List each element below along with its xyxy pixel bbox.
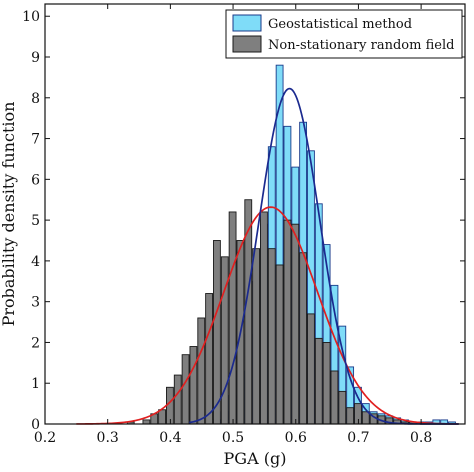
x-tick-label: 0.5 [222, 430, 244, 446]
random-field-bar [142, 419, 151, 425]
random-field-bar [267, 248, 276, 425]
random-field-bar [307, 313, 315, 425]
y-tick-label: 7 [31, 132, 40, 148]
random-field-bar [166, 386, 174, 425]
legend-label-random-field: Non-stationary random field [268, 38, 454, 53]
random-field-bar [173, 374, 182, 425]
y-tick-label: 2 [31, 335, 40, 351]
random-field-bar [205, 293, 213, 425]
legend: Geostatistical method Non-stationary ran… [225, 9, 463, 59]
random-field-bar [252, 248, 260, 425]
random-field-bar [322, 342, 331, 425]
x-tick-label: 0.3 [97, 430, 119, 446]
y-axis-ticks: 0 1 2 3 4 5 6 7 8 9 10 [22, 9, 465, 433]
y-tick-label: 10 [22, 9, 40, 25]
x-tick-label: 0.2 [34, 430, 56, 446]
y-tick-label: 4 [31, 254, 40, 270]
y-tick-label: 3 [31, 295, 40, 311]
y-tick-label: 1 [31, 376, 40, 392]
random-field-bar [361, 411, 370, 425]
random-field-bar [346, 407, 355, 425]
x-tick-label: 0.6 [285, 430, 307, 446]
random-field-bar [260, 211, 268, 425]
y-tick-label: 9 [31, 50, 40, 66]
y-tick-label: 8 [31, 91, 40, 107]
y-tick-label: 5 [31, 213, 40, 229]
random-field-bar [228, 211, 237, 425]
x-tick-label: 0.4 [159, 430, 181, 446]
legend-swatch-random-field [232, 35, 262, 53]
random-field-bar [338, 390, 347, 425]
x-axis-ticks: 0.2 0.3 0.4 0.5 0.6 0.7 0.8 [34, 4, 432, 446]
random-field-fit-line [76, 206, 459, 425]
plot-frame [44, 3, 466, 425]
y-tick-label: 6 [31, 172, 40, 188]
random-field-bar [181, 354, 190, 425]
legend-box [225, 9, 463, 59]
legend-label-geostatistical: Geostatistical method [268, 17, 412, 32]
y-axis-title: Probability density function [0, 102, 18, 327]
random-field-bar [275, 264, 284, 425]
random-field-bar [299, 252, 308, 425]
x-axis-title: PGA (g) [224, 449, 287, 468]
y-tick-label: 0 [31, 417, 40, 433]
random-field-bar [158, 409, 166, 425]
x-tick-label: 0.8 [410, 430, 432, 446]
random-field-bar [291, 223, 300, 425]
random-field-bar [283, 219, 292, 425]
random-field-bar [197, 317, 206, 425]
random-field-bar [314, 337, 323, 425]
x-tick-label: 0.7 [347, 430, 369, 446]
random-field-bar [330, 370, 339, 425]
random-field-bar [189, 346, 198, 425]
random-field-bar [213, 240, 221, 425]
legend-swatch-geostatistical [232, 14, 262, 32]
